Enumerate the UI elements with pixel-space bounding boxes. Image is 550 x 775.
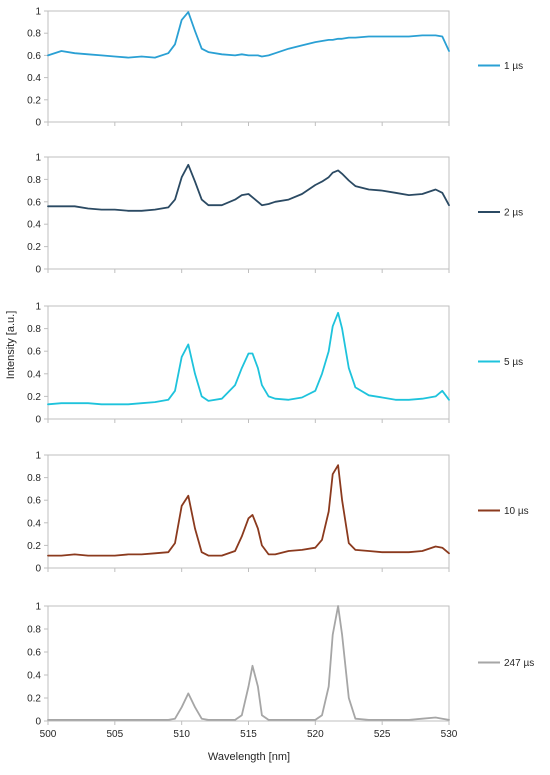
- y-tick-label: 0: [35, 118, 41, 129]
- series-line: [47, 11, 450, 59]
- y-tick-label: 0: [35, 415, 41, 426]
- y-tick-label: 0.2: [27, 95, 41, 106]
- y-tick-label: 0.4: [27, 73, 41, 84]
- y-tick-label: 0.4: [27, 671, 41, 682]
- y-tick-label: 0.8: [27, 324, 41, 335]
- y-tick-label: 0.2: [27, 392, 41, 403]
- y-tick-label: 0.8: [27, 625, 41, 636]
- y-tick-label: 0.4: [27, 220, 41, 231]
- x-tick-label: 530: [441, 729, 458, 740]
- plot-frame: [47, 454, 450, 569]
- panels-layer: 0 0.2 0.4 0.6 0.8 1 1 µs 0 0.2 0.4 0.6 0.8 1 2 µs 0 0.2…: [27, 7, 534, 741]
- plot-frame: [47, 605, 450, 722]
- panel-5: 0 0.2 0.4 0.6 0.8 1 500 505 510 515 520 525 530 247 µ…: [27, 602, 534, 741]
- legend-label: 247 µs: [504, 658, 534, 669]
- series-line: [47, 605, 450, 721]
- plot-frame: [47, 10, 450, 123]
- panel-1: 0 0.2 0.4 0.6 0.8 1 1 µs: [27, 7, 523, 129]
- y-tick-label: 0: [35, 265, 41, 276]
- series-line: [47, 311, 450, 406]
- legend-label: 2 µs: [504, 208, 523, 219]
- y-tick-label: 0.6: [27, 197, 41, 208]
- panel-4: 0 0.2 0.4 0.6 0.8 1 10 µs: [27, 451, 529, 575]
- y-axis-title: Intensity [a.u.]: [5, 311, 17, 379]
- y-tick-label: 0.2: [27, 541, 41, 552]
- y-tick-label: 1: [35, 602, 41, 613]
- y-tick-label: 0.4: [27, 518, 41, 529]
- y-tick-label: 0: [35, 564, 41, 575]
- panel-3: 0 0.2 0.4 0.6 0.8 1 5 µs: [27, 302, 523, 426]
- y-tick-label: 0.8: [27, 473, 41, 484]
- legend-label: 5 µs: [504, 357, 523, 368]
- x-tick-label: 520: [307, 729, 324, 740]
- x-tick-label: 505: [106, 729, 123, 740]
- x-axis-title: Wavelength [nm]: [208, 751, 290, 763]
- legend-label: 10 µs: [504, 506, 529, 517]
- y-tick-label: 0.2: [27, 242, 41, 253]
- plot-frame: [47, 305, 450, 420]
- y-tick-label: 0.6: [27, 648, 41, 659]
- series-line: [47, 163, 450, 212]
- y-tick-label: 0.6: [27, 347, 41, 358]
- y-tick-label: 1: [35, 302, 41, 313]
- x-tick-label: 500: [40, 729, 57, 740]
- legend-label: 1 µs: [504, 61, 523, 72]
- panel-2: 0 0.2 0.4 0.6 0.8 1 2 µs: [27, 153, 523, 276]
- y-tick-label: 0.4: [27, 369, 41, 380]
- y-tick-label: 0: [35, 717, 41, 728]
- y-tick-label: 1: [35, 451, 41, 462]
- y-tick-label: 1: [35, 7, 41, 18]
- y-tick-label: 0.8: [27, 175, 41, 186]
- y-tick-label: 0.8: [27, 29, 41, 40]
- y-tick-label: 1: [35, 153, 41, 164]
- y-tick-label: 0.6: [27, 496, 41, 507]
- x-tick-label: 515: [240, 729, 257, 740]
- x-tick-label: 525: [374, 729, 391, 740]
- x-tick-label: 510: [173, 729, 190, 740]
- y-tick-label: 0.2: [27, 694, 41, 705]
- series-line: [47, 464, 450, 557]
- y-tick-label: 0.6: [27, 51, 41, 62]
- plot-frame: [47, 156, 450, 270]
